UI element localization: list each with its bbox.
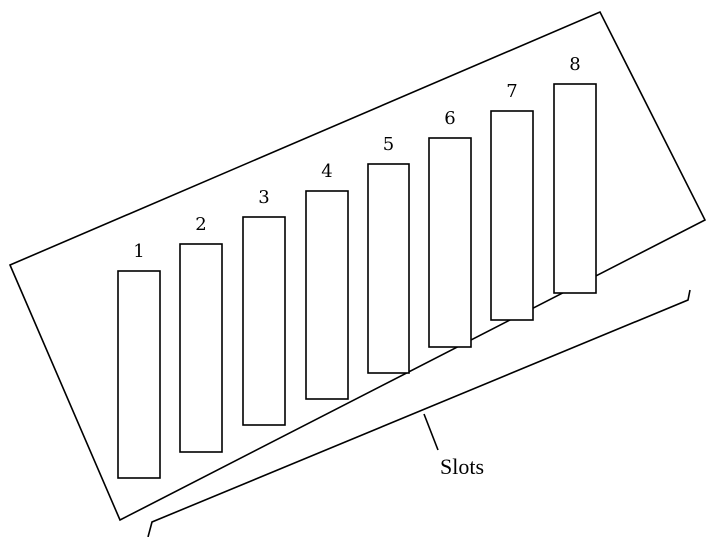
slot-6	[428, 137, 472, 348]
slot-3	[242, 216, 286, 426]
callout-leader-line	[423, 413, 439, 451]
slots-group: 1 2 3 4 5 6 7 8	[117, 54, 597, 479]
slot-number-2: 2	[195, 214, 206, 235]
slot-5	[367, 163, 410, 374]
board-outline	[8, 10, 706, 522]
slot-number-5: 5	[383, 134, 394, 155]
slot-2	[179, 243, 223, 453]
slot-1	[117, 270, 161, 479]
slot-number-3: 3	[258, 187, 269, 208]
slot-4	[305, 190, 349, 400]
slot-number-1: 1	[133, 241, 144, 262]
slot-number-6: 6	[444, 108, 455, 129]
slot-number-8: 8	[569, 54, 580, 75]
slot-number-4: 4	[321, 161, 332, 182]
slot-8	[553, 83, 597, 294]
slots-label: Slots	[440, 454, 484, 479]
slot-number-7: 7	[506, 81, 517, 102]
slots-bracket	[147, 289, 691, 537]
slot-7	[490, 110, 534, 321]
